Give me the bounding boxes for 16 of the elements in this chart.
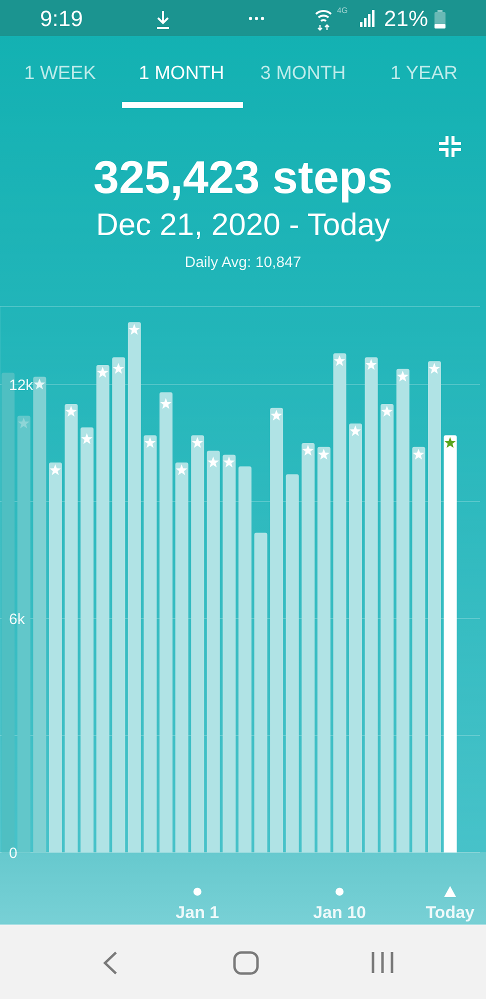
chart-subtitle: Dec 21, 2020 - Today: [94, 207, 392, 242]
y-tick-label: 12k: [9, 377, 34, 394]
text: 1 WEEK: [24, 63, 96, 84]
text: Daily Avg: 10,847: [184, 254, 302, 271]
y-tick-label: 6k: [9, 611, 26, 628]
text: 3 MONTH: [260, 63, 346, 84]
text: 4G: [337, 6, 348, 15]
y-tick-label: 0: [9, 845, 18, 862]
text: 21%: [384, 6, 428, 31]
x-tick-label: Jan 1: [176, 903, 220, 922]
chart-title: 325,423 steps: [92, 151, 394, 203]
text: 9:19: [40, 6, 83, 31]
x-tick-label: Today: [426, 903, 476, 922]
text: 1 MONTH: [138, 63, 224, 84]
x-tick-label: Jan 10: [313, 903, 366, 922]
text: 1 YEAR: [390, 63, 458, 84]
